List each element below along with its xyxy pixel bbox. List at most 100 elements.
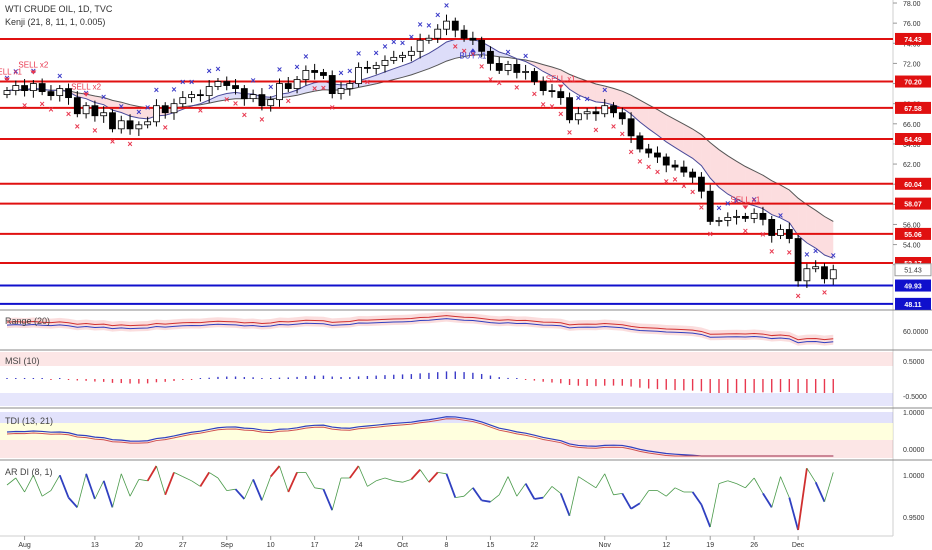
ema-cloud-segment	[455, 39, 465, 59]
msi-bar	[489, 375, 492, 379]
ema-cloud-segment	[657, 109, 667, 142]
msi-bar	[788, 379, 791, 392]
time-tick-label: 12	[662, 542, 670, 549]
msi-bar	[76, 379, 79, 381]
ardi-segment	[76, 473, 87, 508]
candle-marker: ×	[470, 49, 475, 59]
ardi-segment	[691, 491, 703, 506]
msi-bar	[261, 378, 263, 379]
candle-marker: ×	[435, 10, 440, 20]
level-tag-60.04	[895, 177, 931, 190]
candle-marker: ×	[576, 93, 581, 103]
ardi-segment	[736, 483, 746, 489]
msi-bar	[366, 375, 369, 379]
ema-cloud-segment	[112, 100, 122, 113]
msi-bar	[59, 378, 61, 379]
msi-bar	[102, 379, 105, 382]
ardi-segment	[270, 465, 281, 478]
candle-body	[443, 20, 450, 30]
ardi-segment	[490, 494, 500, 503]
candle-body	[73, 97, 81, 115]
candle-marker: ×	[567, 127, 572, 137]
msi-bar	[410, 374, 413, 379]
msi-bar	[771, 379, 773, 393]
ardi-segment	[376, 477, 386, 482]
ardi-segment	[358, 465, 368, 487]
msi-bar	[384, 375, 386, 379]
msi-bar	[498, 377, 500, 379]
time-tick-label: 20	[135, 542, 143, 549]
candle-marker: ×	[708, 229, 713, 239]
msi-bar	[437, 372, 439, 379]
ardi-segment	[15, 477, 25, 493]
ema-cloud-segment	[77, 92, 87, 99]
candle-body	[777, 229, 784, 236]
msi-bar	[472, 372, 474, 379]
level-tag-64.49	[895, 132, 931, 145]
ardi-segment	[24, 475, 34, 493]
candle-body	[214, 81, 222, 87]
candle-body	[416, 39, 424, 52]
candle-body	[205, 86, 213, 97]
msi-bar	[419, 373, 421, 379]
msi-bar	[217, 376, 219, 379]
candle-body	[223, 81, 231, 86]
ardi-segment	[50, 475, 61, 491]
candle-body	[487, 50, 494, 64]
ardi-tick-upper: 1.0000	[903, 473, 925, 480]
price-tick-label: 56.00	[903, 222, 921, 229]
candle-marker: ×	[330, 102, 335, 112]
ardi-segment	[410, 468, 421, 481]
candle-body	[680, 166, 688, 173]
candle-marker: ×	[655, 167, 660, 177]
ema-cloud-segment	[727, 155, 737, 200]
time-tick-label: 17	[311, 542, 319, 549]
candle-marker: ×	[110, 136, 115, 146]
msi-bar	[744, 379, 747, 393]
tdi-upper-zone	[0, 412, 893, 423]
range-band	[7, 311, 834, 346]
candle-body	[425, 37, 433, 41]
time-tick-label: 24	[355, 542, 363, 549]
ema-cloud-segment	[736, 161, 746, 204]
candle-marker: ×	[725, 198, 730, 208]
candle-body	[38, 83, 46, 92]
candle-body	[566, 97, 573, 121]
ardi-segment	[437, 472, 447, 475]
ardi-segment	[94, 480, 105, 500]
ardi-segment	[578, 476, 588, 483]
candle-body	[698, 176, 705, 192]
candle-marker: ×	[365, 77, 370, 87]
candle-marker: ×	[312, 84, 317, 94]
candle-body	[557, 91, 565, 99]
ardi-segment	[639, 490, 649, 504]
ardi-segment	[709, 483, 720, 528]
msi-bar	[234, 376, 237, 379]
msi-bar	[647, 379, 650, 389]
candle-body	[794, 238, 802, 282]
msi-bar	[32, 378, 35, 379]
candle-body	[363, 67, 371, 69]
candle-marker: ×	[646, 162, 651, 172]
candle-body	[109, 112, 116, 130]
msi-bar	[533, 379, 536, 381]
ardi-segment	[551, 486, 562, 494]
candle-body	[311, 70, 319, 73]
candle-marker: ×	[637, 157, 642, 167]
ardi-pane-title: AR DI (8, 1)	[5, 467, 53, 477]
signal-arrow	[83, 92, 90, 97]
ardi-segment	[542, 486, 553, 498]
signal-label: SELL x2	[71, 83, 101, 92]
candle-body	[548, 90, 556, 92]
msi-bar	[6, 378, 8, 379]
price-tick-label: 62.00	[903, 162, 921, 169]
ema-cloud-segment	[815, 210, 825, 255]
range-line-blue	[6, 318, 834, 344]
candle-marker: ×	[488, 75, 493, 85]
msi-lower-zone	[0, 393, 893, 406]
candle-marker: ×	[374, 48, 379, 58]
candle-body	[390, 56, 398, 61]
ema-cloud-segment	[499, 52, 509, 58]
candle-marker: ×	[171, 85, 176, 95]
